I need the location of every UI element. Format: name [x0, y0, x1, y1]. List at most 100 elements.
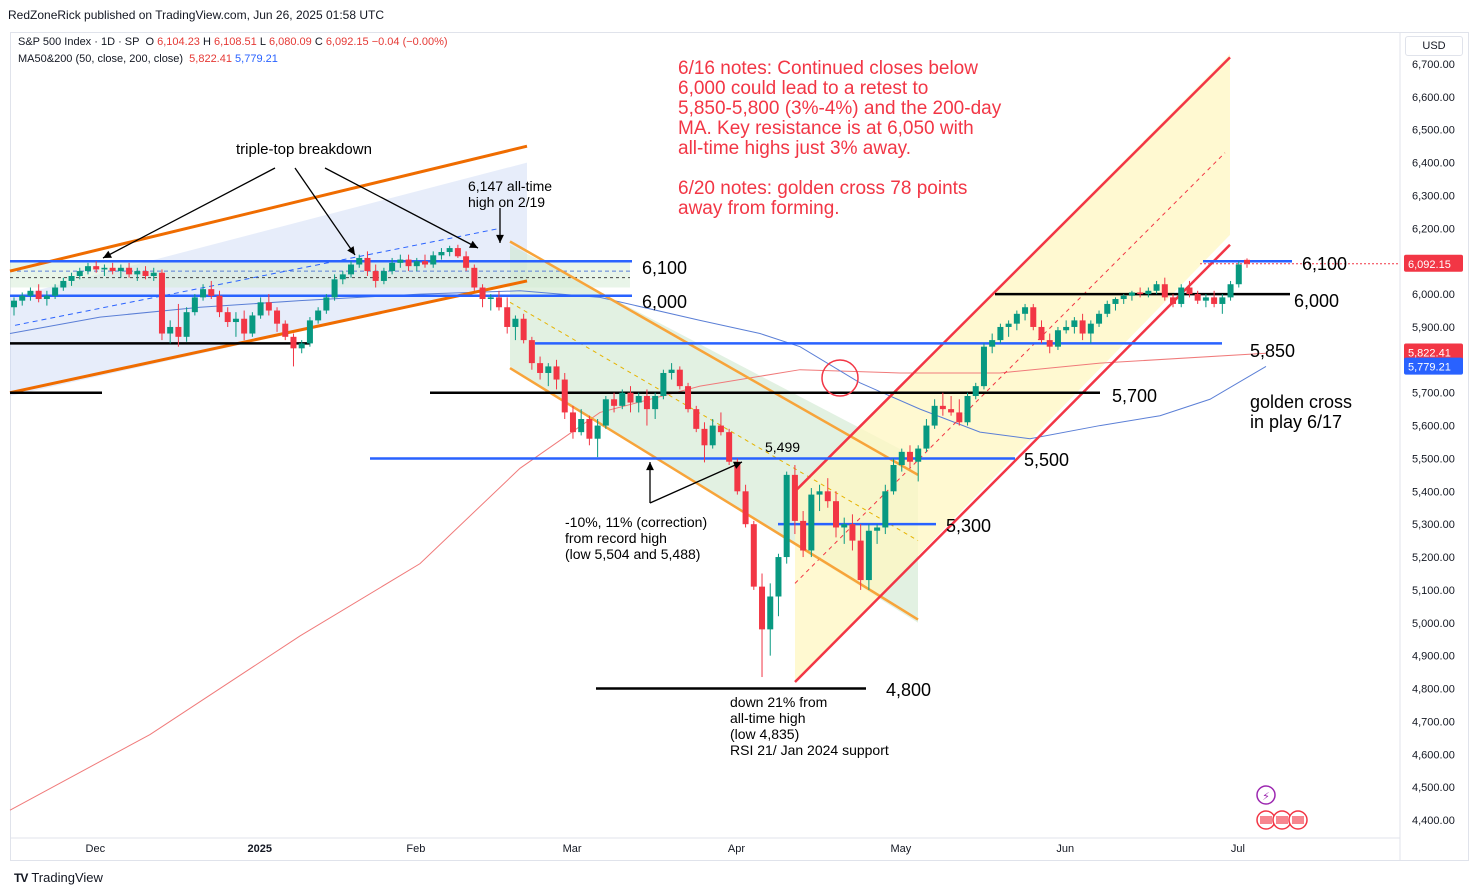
legend-ma50: 5,822.41: [189, 53, 232, 65]
candle-body: [241, 318, 248, 334]
y-tick-label: 5,000.00: [1412, 618, 1455, 630]
candle: [652, 392, 659, 419]
y-tick-label: 4,500.00: [1412, 782, 1455, 794]
candle-body: [717, 425, 724, 433]
price-badge-label: 5,822.41: [1408, 347, 1451, 359]
candle-body: [734, 461, 741, 492]
candle-body: [709, 425, 716, 446]
candle: [1128, 290, 1135, 301]
candle-body: [68, 276, 75, 281]
channel-lower-red: [794, 243, 1231, 683]
candle-body: [1022, 307, 1029, 314]
y-tick-label: 6,000.00: [1412, 289, 1455, 301]
candle-body: [915, 448, 922, 462]
candle-body: [833, 501, 839, 528]
candle-body: [791, 474, 798, 521]
candle: [1178, 284, 1185, 308]
candle: [1170, 294, 1177, 308]
footer[interactable]: TV TradingView: [14, 870, 103, 885]
candle: [380, 267, 387, 285]
candle: [668, 363, 675, 380]
candle-body: [1227, 284, 1234, 298]
candle: [356, 254, 363, 268]
candle: [1112, 297, 1119, 311]
price-badge: [1404, 357, 1463, 375]
candle-body: [964, 395, 971, 423]
candle-body: [454, 248, 461, 257]
candle-body: [249, 315, 256, 334]
candle-body: [685, 386, 692, 410]
candle-body: [783, 474, 790, 558]
candle: [249, 312, 256, 337]
notes-6-20: 6/20 notes: golden cross 78 points: [678, 178, 967, 199]
y-tick-label: 6,400.00: [1412, 158, 1455, 170]
candle-body: [1120, 295, 1127, 300]
candle: [528, 336, 535, 370]
candle-body: [142, 271, 149, 277]
candle-body: [611, 399, 618, 406]
y-tick-label: 5,500.00: [1412, 453, 1455, 465]
candle-body: [158, 272, 165, 334]
annotation-arrow: [649, 461, 743, 504]
candle: [660, 369, 667, 400]
candle-body: [569, 412, 576, 433]
candle-body: [824, 491, 831, 502]
golden-cross-circle: [821, 359, 859, 397]
candle: [298, 340, 305, 354]
candle-body: [1112, 299, 1119, 304]
candle-body: [413, 261, 420, 267]
candle-body: [841, 524, 848, 528]
us-flag-stripes: [1260, 816, 1272, 824]
candle-body: [816, 491, 823, 495]
candle: [504, 297, 511, 334]
candle-body: [422, 261, 428, 265]
candle: [1194, 290, 1201, 304]
candle-body: [874, 527, 881, 531]
currency-button[interactable]: USD: [1405, 36, 1463, 56]
candle: [964, 392, 971, 426]
channel-upper-red: [794, 56, 1231, 493]
candle: [898, 448, 905, 472]
candle-body: [1128, 292, 1135, 296]
channel-upper-orange: [9, 144, 528, 273]
candle: [471, 264, 478, 291]
candle: [931, 399, 938, 429]
candle: [800, 511, 807, 558]
candle: [742, 484, 749, 528]
candle-body: [430, 255, 437, 265]
candle: [586, 415, 593, 446]
candle-body: [224, 312, 231, 323]
candle-body: [537, 363, 544, 373]
down21-label: RSI 21/ Jan 2024 support: [730, 742, 889, 758]
annotation-arrow: [102, 167, 276, 259]
candle: [232, 312, 239, 337]
candle: [865, 524, 872, 590]
candle: [479, 284, 486, 308]
candle-body: [561, 379, 568, 413]
candle: [35, 284, 42, 303]
level-5700-label: 5,700: [1112, 386, 1157, 406]
level-6000-label: 6,000: [642, 292, 687, 312]
chart-frame[interactable]: [10, 32, 1469, 861]
candle-body: [906, 451, 913, 462]
candle: [1219, 294, 1226, 314]
candle: [1079, 313, 1086, 341]
candle: [685, 382, 692, 413]
legend-symbol-row: S&P 500 Index · 1D · SP O 6,104.23 H 6,108…: [18, 36, 448, 48]
y-tick-label: 5,200.00: [1412, 552, 1455, 564]
candle: [274, 307, 281, 332]
level-5850-label: 5,850: [1250, 341, 1295, 361]
us-flag-stripes: [1292, 816, 1304, 824]
candle-body: [282, 323, 289, 337]
candle: [915, 445, 922, 482]
candle-body: [800, 520, 807, 551]
candle-body: [1211, 297, 1218, 304]
candle: [1104, 300, 1111, 318]
x-tick-label: Feb: [406, 843, 425, 855]
candle: [1063, 320, 1070, 334]
candle: [611, 392, 618, 413]
y-tick-label: 5,100.00: [1412, 585, 1455, 597]
candle: [19, 292, 26, 306]
candle-body: [890, 465, 897, 492]
